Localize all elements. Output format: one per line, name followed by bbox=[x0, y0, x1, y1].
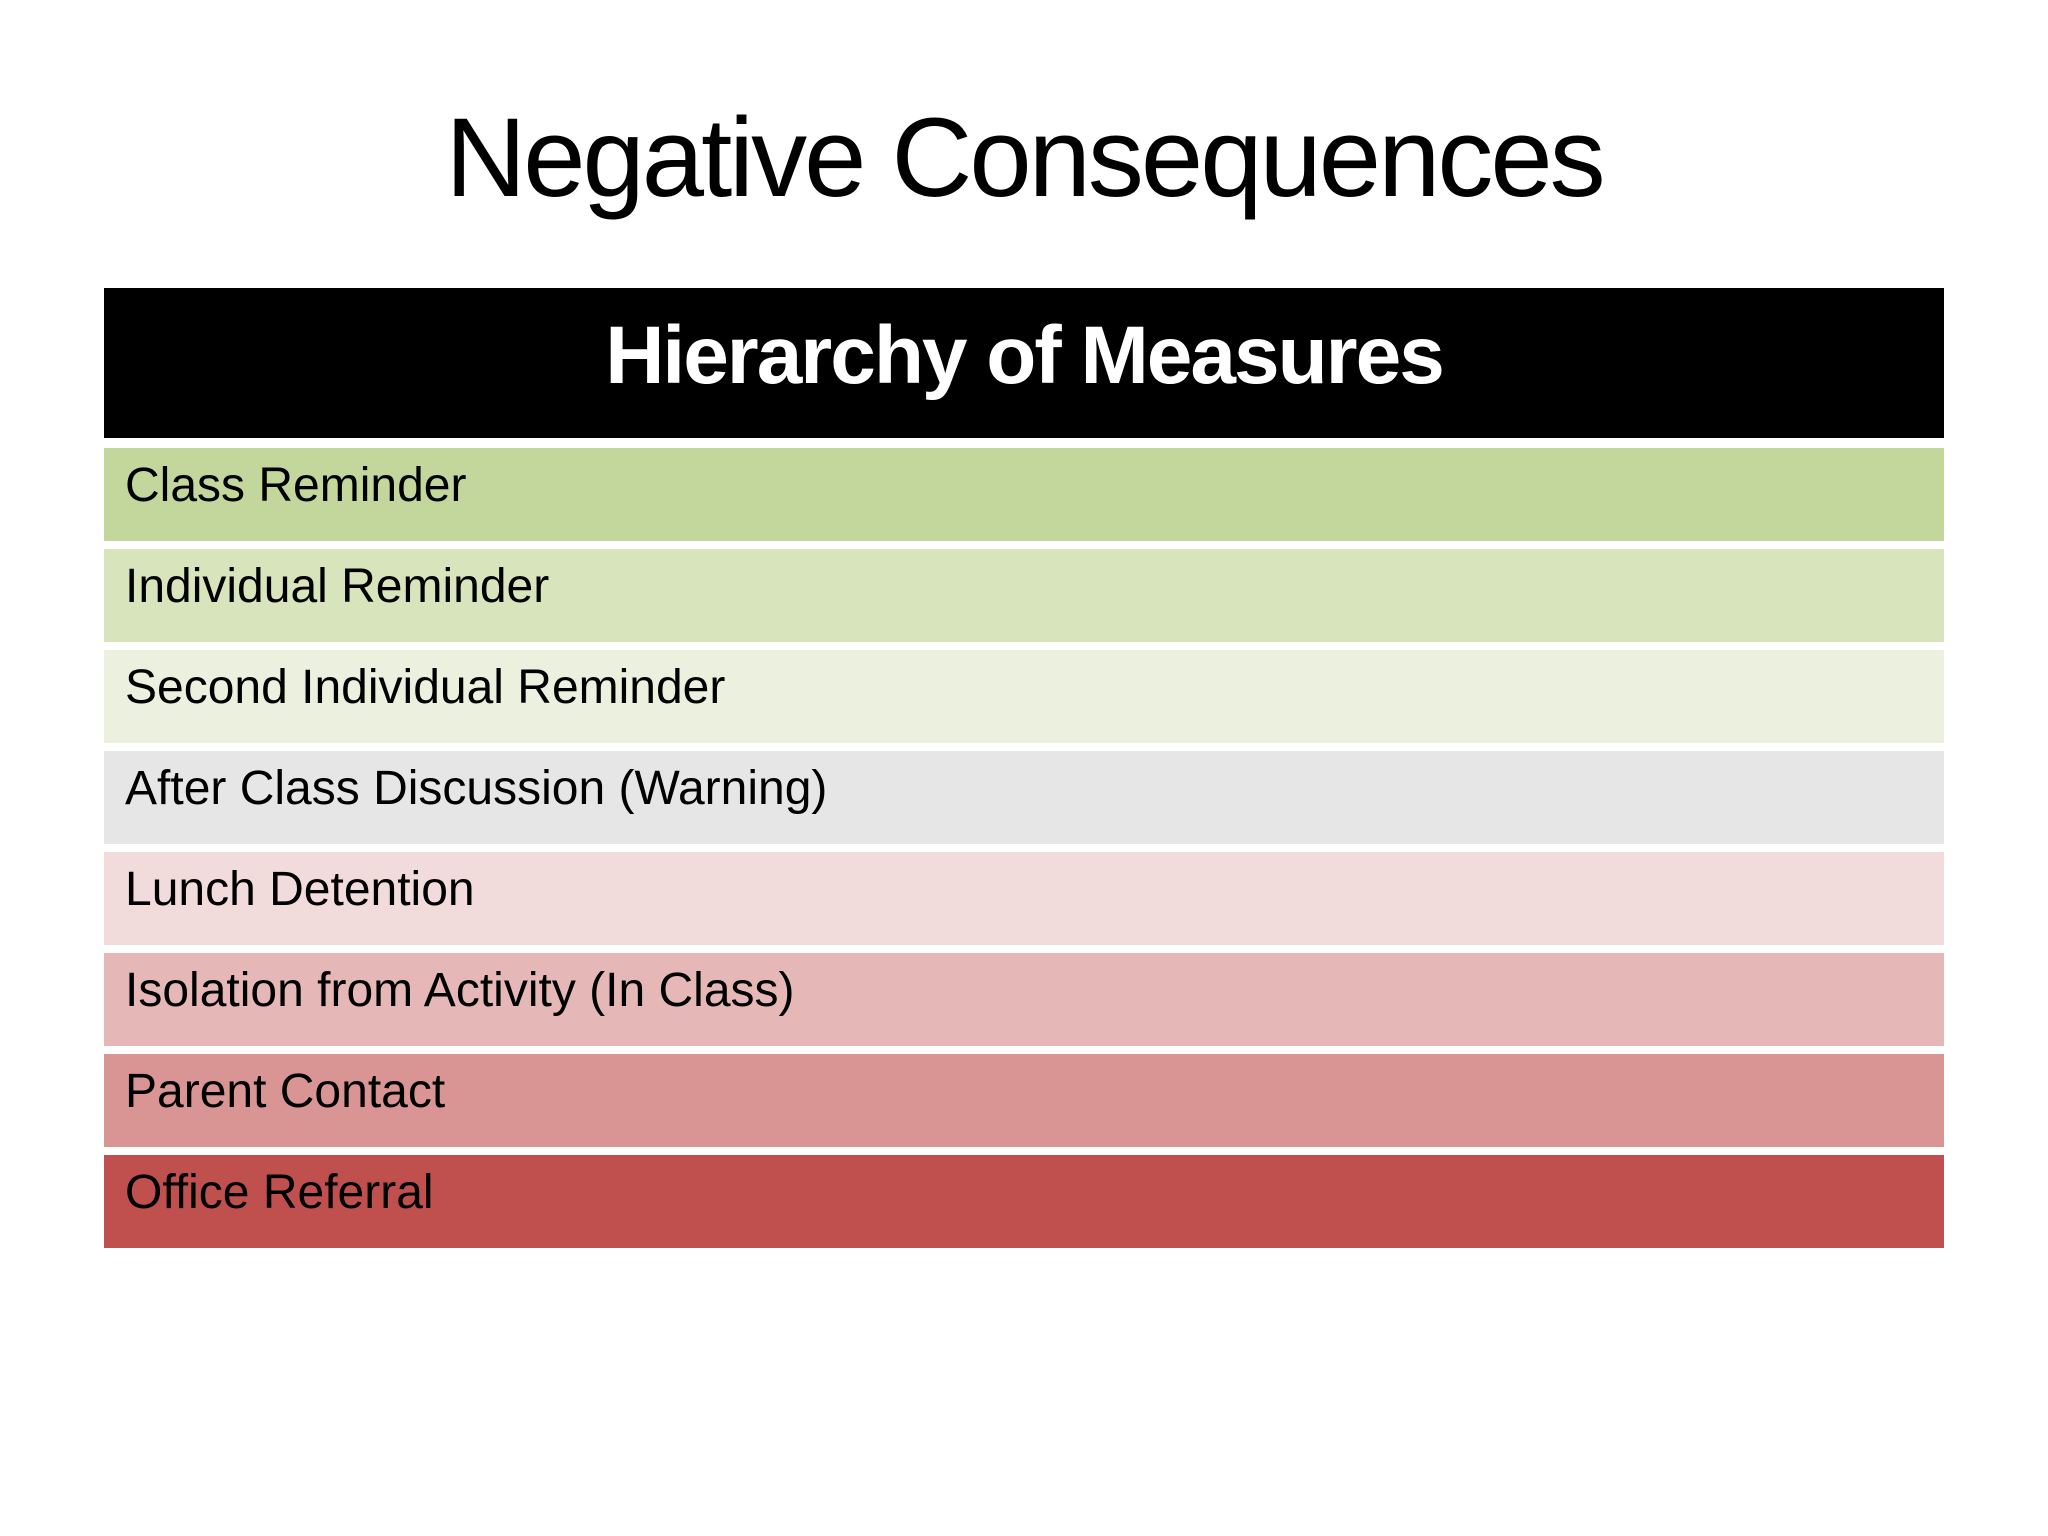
row-label: After Class Discussion (Warning) bbox=[125, 762, 828, 815]
row-label: Individual Reminder bbox=[125, 560, 550, 613]
table-row-isolation-from-activity: Isolation from Activity (In Class) bbox=[104, 953, 1944, 1046]
table-header: Hierarchy of Measures bbox=[104, 288, 1944, 438]
table-row-after-class-discussion: After Class Discussion (Warning) bbox=[104, 751, 1944, 844]
row-label: Lunch Detention bbox=[125, 863, 475, 916]
row-label: Second Individual Reminder bbox=[125, 661, 726, 714]
table-row-parent-contact: Parent Contact bbox=[104, 1054, 1944, 1147]
row-label: Isolation from Activity (In Class) bbox=[125, 964, 795, 1017]
row-label: Office Referral bbox=[125, 1166, 434, 1219]
page-title: Negative Consequences bbox=[445, 95, 1605, 220]
table-row-class-reminder: Class Reminder bbox=[104, 448, 1944, 541]
table-row-lunch-detention: Lunch Detention bbox=[104, 852, 1944, 945]
table-header-label: Hierarchy of Measures bbox=[605, 310, 1445, 401]
hierarchy-table: Hierarchy of Measures Class Reminder Ind… bbox=[104, 288, 1944, 1256]
row-label: Class Reminder bbox=[125, 459, 467, 512]
row-label: Parent Contact bbox=[125, 1065, 446, 1118]
table-row-second-individual-reminder: Second Individual Reminder bbox=[104, 650, 1944, 743]
table-row-individual-reminder: Individual Reminder bbox=[104, 549, 1944, 642]
table-row-office-referral: Office Referral bbox=[104, 1155, 1944, 1248]
